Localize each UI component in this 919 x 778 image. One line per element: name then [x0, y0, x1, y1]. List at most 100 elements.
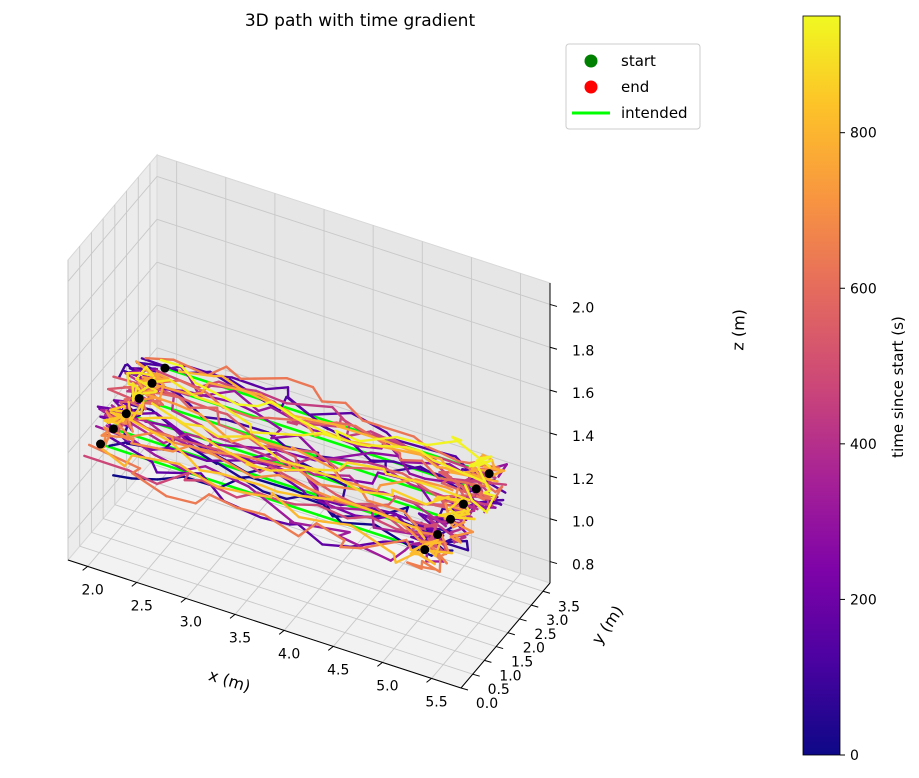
trajectory-segment	[390, 488, 428, 506]
trajectory-segment	[476, 464, 491, 493]
x-tick-label: 3.5	[229, 630, 251, 646]
trajectory-segment	[170, 409, 203, 427]
waypoint-dot	[446, 514, 456, 524]
trajectory-segment	[411, 548, 436, 566]
trajectory-segment	[336, 461, 349, 472]
trajectory-segment	[135, 365, 148, 381]
trajectory-segment	[233, 389, 260, 413]
trajectory-segment	[129, 400, 145, 422]
trajectory-segment	[178, 370, 215, 378]
y-axis-label: y (m)	[588, 602, 628, 648]
trajectory	[83, 357, 509, 574]
trajectory-segment	[423, 477, 456, 484]
trajectory-segment	[285, 402, 334, 409]
waypoint-dot	[458, 499, 468, 509]
trajectory-segment	[359, 538, 408, 550]
legend-start-marker	[584, 54, 598, 68]
trajectory-segment	[358, 435, 398, 443]
x-tick-label: 5.5	[425, 694, 447, 710]
trajectory-segment	[215, 406, 221, 426]
legend-end-label: end	[621, 78, 649, 96]
trajectory-segment	[130, 471, 168, 498]
z-tick-mark	[549, 561, 558, 565]
trajectory-segment	[307, 468, 341, 481]
trajectory-segment	[419, 449, 435, 462]
trajectory-segment	[257, 405, 273, 413]
z-grid-left	[67, 304, 158, 411]
trajectory-segment	[269, 503, 295, 524]
trajectory-segment	[225, 412, 258, 440]
trajectory-segment	[485, 494, 496, 514]
z-tick-label: 1.4	[572, 429, 594, 445]
trajectory-segment	[392, 552, 397, 564]
legend-intended-label: intended	[621, 104, 688, 122]
waypoint-dot	[121, 409, 131, 419]
y-tick-label: 2.0	[523, 641, 545, 657]
trajectory-segment	[130, 467, 142, 475]
trajectory-segment	[406, 561, 423, 570]
z-tick-label: 2.0	[572, 300, 594, 316]
trajectory-segment	[370, 444, 408, 449]
trajectory-segment	[293, 416, 342, 441]
z-tick-mark	[549, 303, 558, 307]
trajectory-segment	[103, 433, 111, 448]
trajectory-segment	[254, 411, 282, 431]
trajectory-segment	[144, 357, 175, 361]
trajectory-segment	[150, 402, 168, 414]
trajectory-segment	[320, 400, 347, 405]
trajectory-segment	[297, 522, 318, 538]
trajectory-segment	[346, 515, 372, 520]
trajectory-segment	[414, 478, 448, 489]
trajectory-segment	[134, 385, 151, 396]
x-tick-label: 5.0	[376, 678, 398, 694]
legend-box	[565, 43, 701, 130]
trajectory-segment	[150, 460, 159, 474]
trajectory-segment	[217, 423, 245, 436]
trajectory-segment	[171, 444, 192, 453]
trajectory-segment	[364, 460, 386, 469]
z-tick-mark	[549, 346, 558, 350]
trajectory-segment	[463, 484, 474, 502]
y-grid-floor	[102, 518, 497, 647]
trajectory-segment	[307, 411, 353, 416]
trajectory-segment	[429, 519, 452, 536]
trajectory-segment	[212, 435, 240, 446]
x-tick-mark	[377, 662, 383, 667]
z-grid-left	[67, 261, 158, 368]
trajectory-segment	[153, 431, 174, 439]
trajectory-segment	[304, 419, 325, 426]
trajectory-segment	[249, 492, 273, 499]
trajectory-segment	[194, 395, 223, 407]
x-tick-mark	[426, 678, 432, 683]
trajectory-segment	[433, 485, 471, 502]
trajectory-segment	[130, 454, 181, 466]
trajectory-segment	[331, 495, 376, 513]
trajectory-segment	[468, 459, 483, 467]
y-tick-mark	[519, 618, 527, 622]
colorbar-tick-label: 800	[850, 126, 877, 142]
waypoint-dot	[433, 529, 443, 539]
trajectory-segment	[249, 435, 283, 463]
trajectory-segment	[398, 458, 424, 463]
trajectory-segment	[450, 526, 466, 534]
trajectory-segment	[145, 365, 154, 377]
trajectory-segment	[280, 459, 319, 471]
legend: start end intended	[565, 43, 701, 130]
trajectory-segment	[454, 455, 471, 473]
trajectory-segment	[432, 459, 485, 483]
trajectory-segment	[178, 462, 192, 473]
trajectory-segment	[297, 515, 325, 523]
y-tick-mark	[495, 646, 504, 650]
trajectory-segment	[425, 445, 440, 453]
trajectory-segment	[415, 526, 426, 540]
trajectory-segment	[465, 539, 470, 552]
trajectory-segment	[450, 477, 508, 486]
y-tick-label: 2.5	[534, 627, 556, 643]
waypoint-dot	[160, 363, 170, 373]
trajectory-segment	[448, 497, 464, 511]
trajectory-segment	[236, 403, 259, 408]
x-grid-floor	[382, 557, 472, 663]
trajectory-segment	[387, 495, 398, 506]
trajectory-segment	[292, 414, 346, 428]
